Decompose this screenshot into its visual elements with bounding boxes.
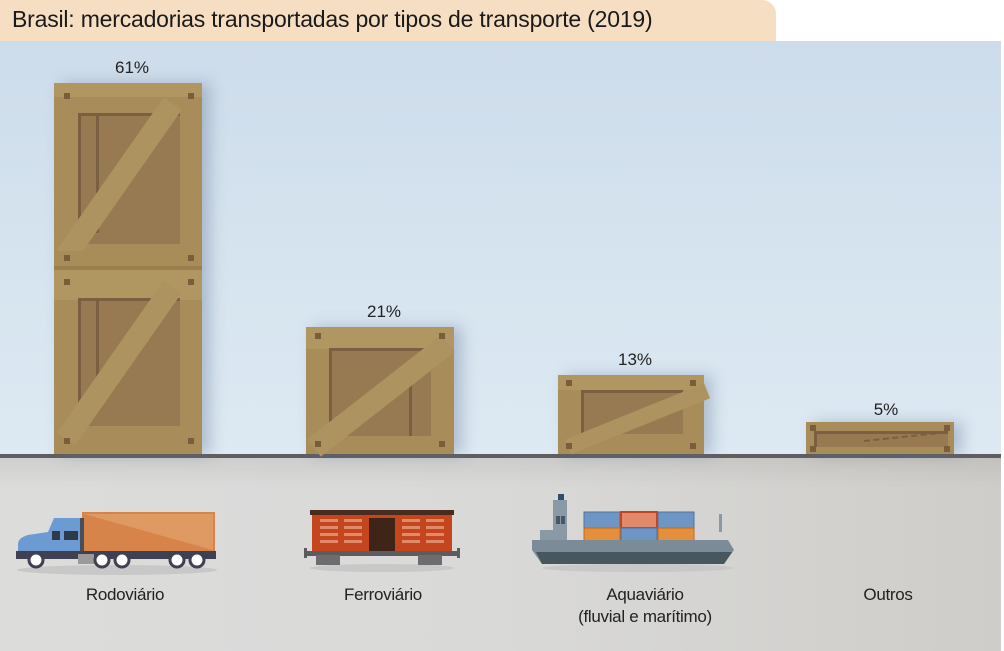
category-label-aquaviario-name: Aquaviário [606, 585, 684, 604]
category-label-rodoviario: Rodoviário [85, 585, 165, 604]
truck-icon [16, 512, 217, 575]
value-label-ferroviario: 21% [366, 302, 402, 321]
bar-aquaviario [558, 375, 711, 455]
category-label-aquaviario-subname: (fluvial e marítimo) [578, 607, 712, 626]
baseline [0, 454, 1001, 458]
bar-ferroviario [306, 327, 455, 457]
bar-outros [806, 422, 954, 454]
category-label-aquaviario: Aquaviário (fluvial e marítimo) [540, 584, 750, 628]
category-label-ferroviario: Ferroviário [344, 585, 422, 604]
value-label-outros: 5% [873, 400, 899, 419]
value-label-aquaviario: 13% [617, 350, 653, 369]
value-label-rodoviario: 61% [114, 58, 150, 77]
cargo-ship-icon [532, 494, 734, 572]
chart-title: Brasil: mercadorias transportadas por ti… [0, 0, 776, 41]
train-wagon-icon [304, 510, 460, 572]
category-label-outros: Outros [863, 585, 913, 604]
bar-rodoviario [54, 83, 202, 454]
